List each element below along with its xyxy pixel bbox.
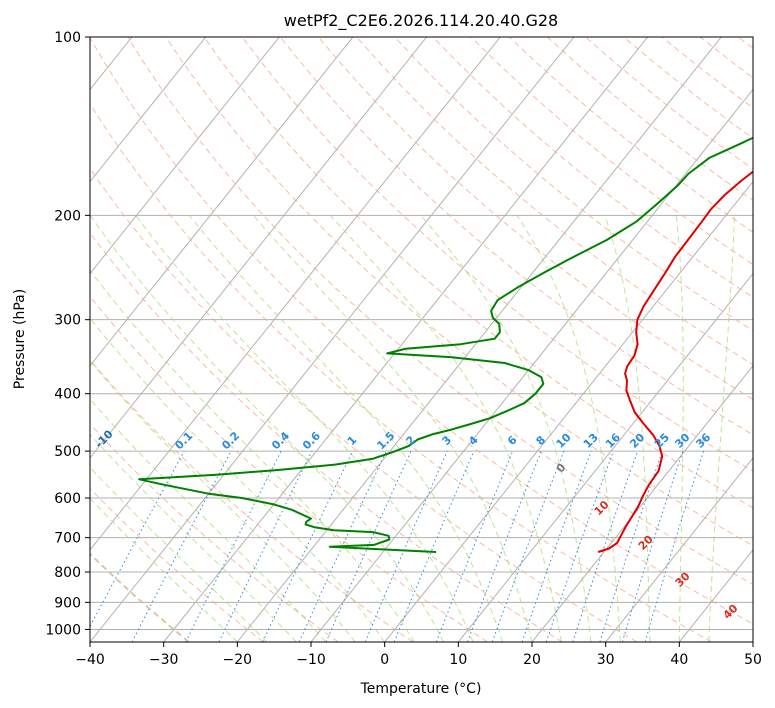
y-tick-label: 400 bbox=[54, 387, 81, 403]
x-tick-label: −20 bbox=[223, 652, 253, 668]
dry-adiabat-line bbox=[318, 37, 753, 401]
x-tick-label: −10 bbox=[296, 652, 326, 668]
mixing-ratio-line bbox=[435, 450, 514, 642]
moist-adiabat-line bbox=[420, 214, 592, 642]
moist-adiabat-line bbox=[90, 433, 297, 642]
moist-adiabat-line bbox=[90, 215, 445, 642]
mixing-ratio-line bbox=[621, 450, 684, 642]
x-axis-label: Temperature (°C) bbox=[360, 681, 482, 697]
moist-adiabat-line bbox=[604, 215, 651, 642]
isotherm-line bbox=[384, 180, 753, 642]
y-tick-label: 100 bbox=[54, 30, 81, 46]
isotherm-line bbox=[90, 37, 354, 367]
moist-adiabat-line bbox=[252, 214, 533, 642]
temperature-profile-line bbox=[597, 170, 753, 553]
isotherm-line bbox=[0, 37, 58, 642]
dry-adiabat-line bbox=[90, 167, 638, 642]
mixing-ratio-line bbox=[545, 450, 614, 642]
x-tick-label: 0 bbox=[380, 652, 389, 668]
moist-adiabat-line bbox=[90, 466, 268, 642]
mixing-ratio-line bbox=[644, 450, 705, 642]
y-tick-label: 600 bbox=[54, 491, 81, 507]
dry-adiabat-line bbox=[356, 37, 753, 366]
dry-adiabat-line bbox=[165, 37, 753, 547]
dry-adiabat-line bbox=[90, 231, 563, 642]
isotherm-line bbox=[90, 37, 575, 642]
y-tick-label: 700 bbox=[54, 531, 81, 547]
moist-adiabat-line bbox=[516, 215, 621, 642]
moist-adiabat-line bbox=[90, 269, 415, 642]
y-tick-label: 1000 bbox=[45, 622, 81, 638]
y-tick-label: 900 bbox=[54, 595, 81, 611]
dry-adiabat-label: -20 bbox=[14, 406, 37, 429]
moist-adiabat-line bbox=[90, 398, 327, 642]
mixing-ratio-line bbox=[90, 450, 185, 628]
moist-adiabat-line bbox=[90, 359, 356, 642]
mixing-ratio-line bbox=[262, 450, 353, 642]
y-tick-label: 300 bbox=[54, 313, 81, 329]
y-axis-label: Pressure (hPa) bbox=[12, 289, 28, 389]
y-tick-label: 500 bbox=[54, 444, 81, 460]
dewpoint-profile-line bbox=[138, 136, 753, 553]
isotherm-line bbox=[90, 37, 428, 459]
plot-area: 0.10.20.40.611.52346810131620253036-100-… bbox=[0, 37, 753, 642]
moist-adiabat-line bbox=[329, 214, 562, 642]
isotherm-line bbox=[90, 37, 501, 551]
mixing-ratio-line bbox=[467, 450, 542, 642]
isotherm-line bbox=[752, 641, 753, 642]
dry-adiabat-line bbox=[90, 103, 712, 642]
moist-adiabat-line bbox=[90, 317, 386, 642]
dry-adiabat-line bbox=[90, 37, 753, 625]
isotherm-line bbox=[90, 37, 207, 183]
y-tick-label: 200 bbox=[54, 208, 81, 224]
x-tick-label: −40 bbox=[75, 652, 105, 668]
dry-adiabat-line bbox=[90, 295, 488, 642]
x-tick-label: −30 bbox=[149, 652, 179, 668]
reference-curve bbox=[90, 552, 190, 642]
moist-adiabat-line bbox=[90, 497, 238, 642]
moist-adiabat-line bbox=[675, 215, 684, 642]
isotherm-line bbox=[163, 37, 649, 642]
plot-background bbox=[90, 37, 753, 642]
moist-adiabat-line bbox=[135, 214, 474, 642]
moist-adiabat-line bbox=[708, 215, 736, 642]
chart-title: wetPf2_C2E6.2026.114.20.40.G28 bbox=[284, 11, 558, 31]
x-tick-label: 50 bbox=[744, 652, 762, 668]
x-tick-label: 20 bbox=[523, 652, 541, 668]
plot-frame bbox=[89, 36, 754, 643]
x-tick-label: 40 bbox=[670, 652, 688, 668]
mixing-ratio-line bbox=[298, 450, 387, 642]
y-tick-label: 800 bbox=[54, 565, 81, 581]
dry-adiabat-line bbox=[394, 37, 753, 332]
isotherm-line bbox=[90, 37, 280, 275]
mixing-ratio-line bbox=[218, 450, 313, 642]
isotherm-line bbox=[236, 37, 722, 642]
isotherm-line bbox=[605, 457, 753, 642]
x-tick-label: 30 bbox=[597, 652, 615, 668]
mixing-ratio-line bbox=[572, 450, 639, 642]
x-tick-label: 10 bbox=[449, 652, 467, 668]
axis-ticks: −40 −30 −20 −10 0 10 20 30 40 50 100 200 300 400 500 60… bbox=[45, 30, 762, 668]
mixing-ratio-line bbox=[599, 450, 663, 642]
dry-adiabat-line bbox=[127, 37, 753, 586]
